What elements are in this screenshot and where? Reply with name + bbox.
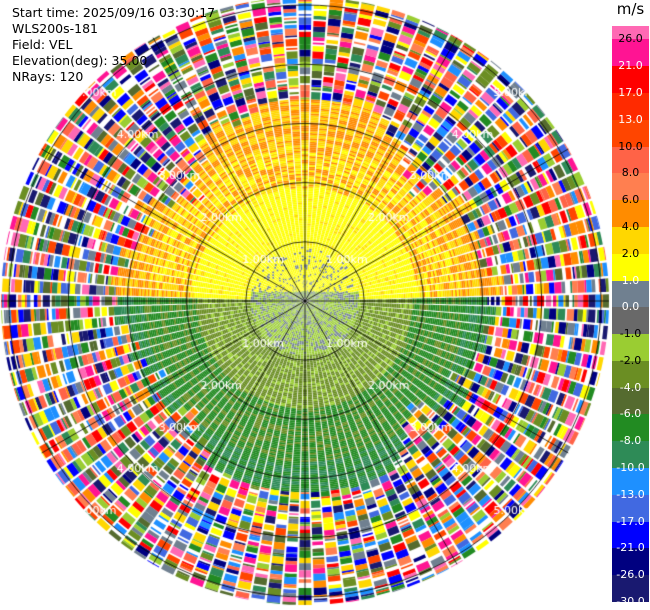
colorbar-cell	[612, 387, 649, 415]
colorbar-cell	[612, 39, 649, 67]
colorbar-cell	[612, 280, 649, 308]
colorbar-tick-label: -26.0	[616, 568, 645, 582]
colorbar-cell	[612, 521, 649, 549]
colorbar-cell	[612, 66, 649, 94]
colorbar-tick-label: 1.0	[621, 273, 640, 287]
colorbar-tick-label: -17.0	[616, 514, 645, 528]
colorbar-tick-label: -30.0	[616, 595, 645, 608]
colorbar-cell	[612, 200, 649, 228]
colorbar-cell	[612, 334, 649, 362]
colorbar-tick-label: 4.0	[621, 219, 640, 233]
colorbar-unit: m/s	[616, 0, 645, 18]
colorbar-cell	[612, 494, 649, 523]
colorbar-cell	[612, 441, 649, 469]
start-time-text: Start time: 2025/09/16 03:30:17	[12, 5, 216, 20]
colorbar-cell	[612, 146, 649, 174]
colorbar-cell	[612, 575, 649, 603]
colorbar-tick-label: 0.0	[621, 300, 640, 314]
station-text: WLS200s-181	[12, 21, 98, 36]
colorbar-cell	[612, 173, 649, 201]
colorbar-tick-label: 21.0	[618, 59, 643, 73]
colorbar-tick-label: -13.0	[616, 487, 645, 501]
colorbar-cell	[612, 307, 649, 335]
colorbar-tick-label: 13.0	[618, 112, 643, 126]
scan-info-panel: Start time: 2025/09/16 03:30:17 WLS200s-…	[12, 5, 215, 85]
velocity-colorbar: 26.0 21.0 17.0 13.0 10.0 8.0 6.0 4.0 2.0 1.0 0.0 -1…	[612, 26, 649, 608]
colorbar-tick-label: 17.0	[618, 85, 643, 99]
colorbar-tick-label: -21.0	[616, 541, 645, 555]
colorbar-tick-label: 10.0	[618, 139, 643, 153]
colorbar-cell	[612, 360, 649, 389]
colorbar-cell	[612, 92, 649, 121]
radar-ppi-plot	[0, 0, 610, 610]
colorbar-tick-label: 2.0	[621, 246, 640, 260]
colorbar-tick-label: 26.0	[618, 32, 643, 46]
colorbar-tick-label: -10.0	[616, 461, 645, 475]
elevation-text: Elevation(deg): 35.00	[12, 53, 148, 68]
colorbar-tick-label: -8.0	[619, 434, 642, 448]
colorbar-tick-label: -4.0	[619, 380, 642, 394]
colorbar-cell	[612, 414, 649, 442]
field-text: Field: VEL	[12, 37, 73, 52]
colorbar-tick-label: -2.0	[619, 353, 642, 367]
colorbar-cell	[612, 548, 649, 576]
colorbar-tick-label: 6.0	[621, 193, 640, 207]
colorbar-tick-label: -1.0	[619, 327, 642, 341]
colorbar-cell	[612, 226, 649, 255]
colorbar-cell	[612, 253, 649, 281]
colorbar-tick-label: 8.0	[621, 166, 640, 180]
colorbar-cell	[612, 26, 649, 40]
colorbar-cell	[612, 119, 649, 148]
colorbar-tick-label: -6.0	[619, 407, 642, 421]
nrays-text: NRays: 120	[12, 69, 84, 84]
colorbar-cell	[612, 468, 649, 496]
